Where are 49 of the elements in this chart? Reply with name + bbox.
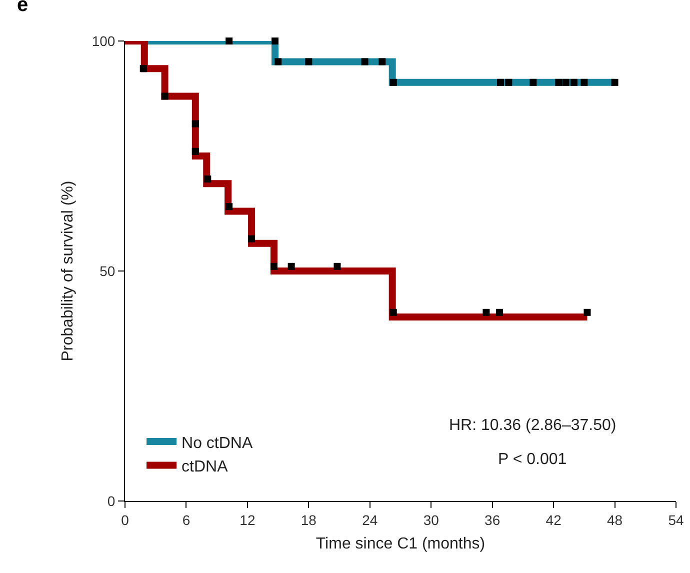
point (611, 78, 618, 86)
point (390, 78, 397, 86)
x-axis-title: Time since C1 (months) (316, 536, 486, 552)
point (496, 308, 503, 316)
x-tick-label: 12 (240, 512, 256, 528)
point (390, 308, 397, 316)
x-tick-label: 24 (362, 512, 378, 528)
point (584, 308, 591, 316)
x-tick-label: 42 (546, 512, 562, 528)
point (562, 78, 570, 86)
y-tick-label: 50 (100, 262, 116, 279)
point (361, 58, 368, 66)
point (305, 58, 312, 66)
x-tick-label: 54 (668, 512, 684, 528)
point (530, 78, 537, 86)
point (271, 38, 278, 44)
point (270, 262, 278, 270)
point (334, 262, 341, 270)
point (226, 38, 233, 44)
x-tick-label: 36 (484, 512, 500, 528)
point (192, 148, 199, 155)
point (505, 78, 512, 86)
point (226, 203, 233, 210)
point (204, 176, 212, 182)
point (497, 78, 504, 86)
legend-label: No ctDNA (182, 434, 253, 452)
point (274, 58, 282, 66)
point (580, 78, 588, 86)
point (378, 58, 386, 66)
x-tick-label: 18 (300, 512, 317, 528)
point (140, 65, 147, 72)
y-tick-label: 0 (107, 492, 116, 509)
annotation: HR: 10.36 (2.86–37.50) (449, 417, 616, 434)
legend-label: ctDNA (182, 458, 228, 476)
x-tick-label: 30 (423, 512, 440, 528)
point (288, 262, 295, 270)
x-tick-label: 0 (121, 512, 130, 528)
point (192, 120, 199, 128)
point (161, 92, 168, 100)
y-tick-label: 100 (92, 32, 116, 49)
annotation: P < 0.001 (498, 451, 567, 468)
y-axis-title: Probability of survival (%) (60, 180, 77, 362)
x-tick-label: 6 (182, 512, 190, 528)
x-tick-label: 48 (606, 512, 623, 528)
point (570, 78, 578, 86)
point (555, 78, 562, 86)
point (248, 235, 256, 242)
text: e (17, 0, 28, 16)
point (482, 308, 490, 316)
